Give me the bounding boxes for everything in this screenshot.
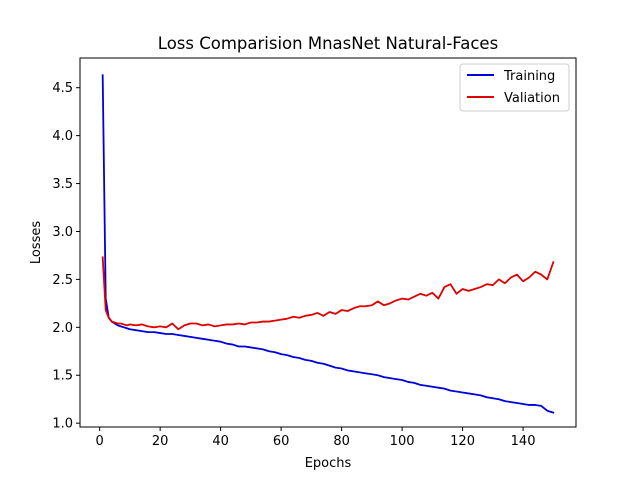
axes-frame: [79, 57, 577, 428]
x-axis-label: Epochs: [305, 456, 352, 471]
y-tick-label: 2.5: [52, 273, 73, 288]
y-tick-label: 4.0: [52, 129, 73, 144]
x-tick-label: 120: [450, 434, 475, 449]
x-tick-label: 140: [511, 434, 536, 449]
y-tick-label: 3.5: [52, 177, 73, 192]
legend-label-validation: Valiation: [504, 91, 560, 106]
validation-loss-line: [101, 256, 555, 331]
legend: Training Valiation: [459, 63, 570, 112]
y-axis: 1.0 1.5 2.0 2.5 3.0 3.5 4.0 4.5: [52, 81, 80, 432]
legend-label-training: Training: [503, 69, 555, 84]
x-tick-label: 0: [96, 434, 104, 449]
x-tick-label: 60: [273, 434, 290, 449]
plot-area: [101, 74, 555, 414]
y-tick-label: 1.5: [52, 369, 73, 384]
y-tick-label: 4.5: [52, 81, 73, 96]
y-tick-label: 3.0: [52, 225, 73, 240]
x-tick-label: 40: [212, 434, 229, 449]
training-loss-line: [101, 74, 555, 414]
y-axis-label: Losses: [29, 221, 44, 265]
x-axis: 0 20 40 60 80 100 120 140: [96, 427, 536, 449]
x-tick-label: 100: [390, 434, 415, 449]
y-tick-label: 1.0: [52, 417, 73, 432]
chart-title: Loss Comparision MnasNet Natural-Faces: [158, 34, 498, 53]
x-tick-label: 20: [152, 434, 169, 449]
y-tick-label: 2.0: [52, 321, 73, 336]
x-tick-label: 80: [333, 434, 350, 449]
